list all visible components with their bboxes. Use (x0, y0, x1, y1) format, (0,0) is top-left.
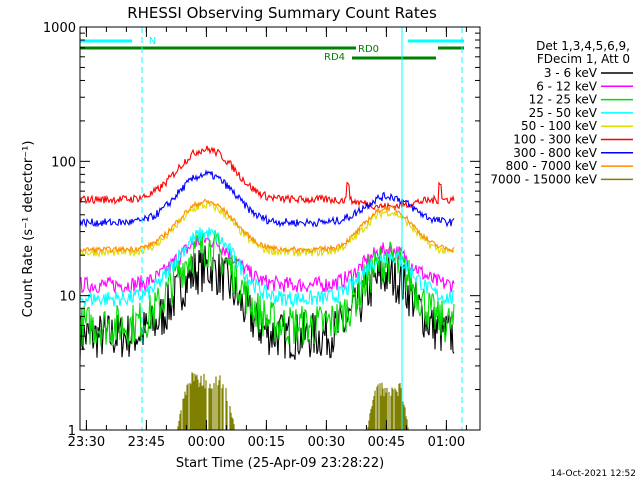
legend-label-0: 3 - 6 keV (544, 66, 598, 80)
rd0-flag-label: RD0 (358, 44, 379, 55)
y-tick-label-0: 1 (68, 424, 76, 439)
x-tick-label-5: 00:45 (368, 435, 405, 450)
chart-title: RHESSI Observing Summary Count Rates (127, 4, 437, 22)
x-tick-label-1: 23:45 (128, 435, 165, 450)
legend-label-3: 25 - 50 keV (529, 106, 598, 120)
legend-label-5: 100 - 300 keV (513, 133, 597, 147)
ticks-layer: 1 10 100 1000 23:30 23:45 00:00 00:15 00:30 00:45… (43, 21, 480, 450)
y-tick-label-3: 1000 (43, 21, 76, 36)
series-7-line (79, 198, 455, 254)
legend-label-8: 7000 - 15000 keV (490, 172, 597, 186)
axes-frame (79, 26, 481, 431)
night-flag-label: N (149, 36, 156, 47)
y-axis-label: Count Rate (s⁻¹ detector⁻¹) (21, 141, 36, 318)
x-axis-label: Start Time (25-Apr-09 23:28:22) (176, 456, 384, 471)
series-layer (79, 145, 455, 430)
series-1-line (79, 233, 455, 294)
series-8-line (177, 372, 409, 430)
render-timestamp: 14-Oct-2021 12:52 (551, 469, 636, 479)
legend: Det 1,3,4,5,6,9, FDecim 1, Att 0 3 - 6 k… (490, 39, 633, 186)
legend-header-line-2: FDecim 1, Att 0 (537, 52, 630, 66)
y-tick-label-2: 100 (51, 155, 76, 170)
x-tick-label-2: 00:00 (188, 435, 225, 450)
legend-label-1: 6 - 12 keV (536, 79, 598, 93)
series-3-line (79, 227, 455, 309)
x-tick-label-0: 23:30 (68, 435, 105, 450)
y-tick-label-1: 10 (59, 290, 76, 305)
legend-label-2: 12 - 25 keV (529, 93, 598, 107)
rd4-flag-label: RD4 (324, 52, 345, 63)
legend-label-4: 50 - 100 keV (521, 119, 598, 133)
flags-layer: N RD0 RD4 (79, 27, 464, 430)
plot-border (79, 26, 481, 431)
legend-label-6: 300 - 800 keV (513, 146, 597, 160)
x-tick-label-6: 01:00 (428, 435, 465, 450)
legend-header-line-1: Det 1,3,4,5,6,9, (536, 39, 630, 53)
x-tick-label-3: 00:15 (248, 435, 285, 450)
x-tick-label-4: 00:30 (308, 435, 345, 450)
legend-label-7: 800 - 7000 keV (506, 159, 598, 173)
